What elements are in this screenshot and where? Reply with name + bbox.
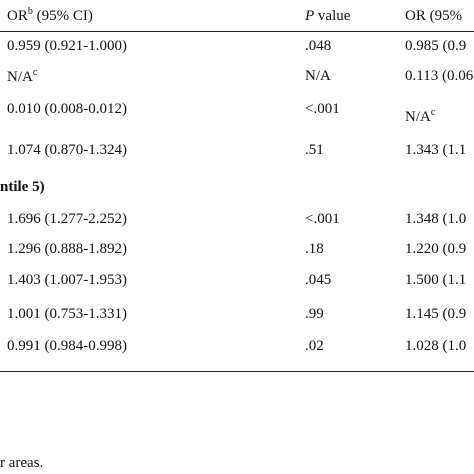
section-heading: ntile 5) <box>0 179 45 195</box>
table-cell-p: .045 <box>305 272 332 288</box>
table-cell-or: N/Ac <box>7 67 38 86</box>
table-cell-or-2: 1.220 (0.9 <box>405 241 467 257</box>
table-cell-or: 1.696 (1.277-2.252) <box>7 211 127 227</box>
table-cell-p: .51 <box>305 142 324 158</box>
table-cell-or-2: 1.348 (1.0 <box>405 211 467 227</box>
table-cell-or-2: 0.113 (0.06 <box>405 68 474 84</box>
table-cell-or-2: N/Ac <box>405 107 436 126</box>
header-or-ci: ORb (95% CI) <box>7 6 93 25</box>
table-cell-or: 1.296 (0.888-1.892) <box>7 241 127 257</box>
table-cell-or-2: 1.343 (1.1 <box>405 142 467 158</box>
table-cell-p: <.001 <box>305 211 340 227</box>
header-p-value: P value <box>305 8 351 24</box>
table-cell-or-2: 1.145 (0.9 <box>405 306 467 322</box>
table-cell-or: 1.074 (0.870-1.324) <box>7 142 127 158</box>
bottom-rule <box>0 371 474 372</box>
table-cell-or: 0.991 (0.984-0.998) <box>7 338 127 354</box>
table-cell-or: 1.001 (0.753-1.331) <box>7 306 127 322</box>
table-cell-p: <.001 <box>305 101 340 117</box>
table-cell-p: .99 <box>305 306 324 322</box>
table-cell-or-2: 1.028 (1.0 <box>405 338 467 354</box>
table-cell-or-2: 1.500 (1.1 <box>405 272 467 288</box>
table-cell-or: 0.010 (0.008-0.012) <box>7 101 127 117</box>
header-or-ci-2: OR (95% <box>405 8 463 24</box>
table-cell-p: .18 <box>305 241 324 257</box>
table-cell-or: 0.959 (0.921-1.000) <box>7 38 127 54</box>
table-cell-p: .048 <box>305 38 332 54</box>
table-cell-p: .02 <box>305 338 324 354</box>
footnote: r areas. <box>0 455 44 471</box>
header-rule <box>0 31 474 32</box>
table-cell-or: 1.403 (1.007-1.953) <box>7 272 127 288</box>
table-cell-p: N/A <box>305 68 331 84</box>
table-cell-or-2: 0.985 (0.9 <box>405 38 467 54</box>
